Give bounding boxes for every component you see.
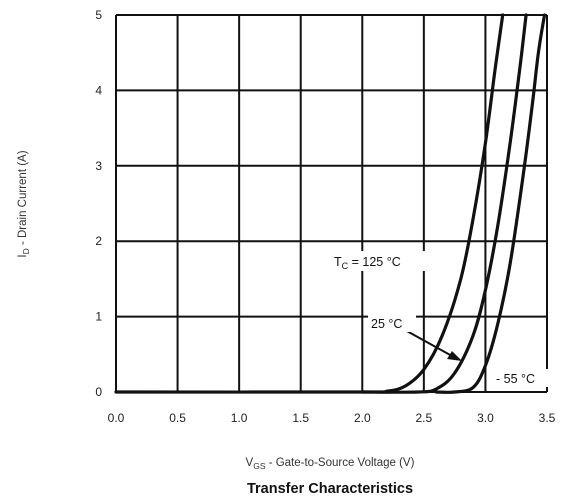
y-tick-label: 0 [95, 385, 102, 399]
series-layer [114, 13, 547, 394]
y-tick-label: 5 [95, 8, 102, 22]
series-line-25c [360, 13, 528, 394]
annotation-25c: 25 °C [371, 317, 402, 331]
x-tick-label: 1.0 [231, 411, 248, 425]
label-25c-bg [368, 314, 416, 332]
x-tick-label: 2.5 [416, 411, 433, 425]
x-tick-label: 3.0 [477, 411, 494, 425]
y-tick-label: 3 [95, 159, 102, 173]
chart-title: Transfer Characteristics [247, 481, 413, 497]
x-tick-label: 0.5 [169, 411, 186, 425]
x-tick-label: 0.0 [108, 411, 125, 425]
tc-label-bg [330, 251, 436, 271]
plot-grid [115, 14, 548, 393]
y-axis-label: ID - Drain Current (A) [17, 150, 31, 257]
series-line-minus-55c [434, 13, 547, 394]
x-tick-label: 2.0 [354, 411, 371, 425]
x-axis-label: VGS - Gate-to-Source Voltage (V) [246, 457, 415, 471]
annotation-tc-125: TC = 125 °C [334, 255, 401, 271]
label-m55c-bg [494, 369, 548, 387]
y-axis-ticks: 0 1 2 3 4 5 [95, 8, 102, 399]
x-tick-label: 1.5 [292, 411, 309, 425]
y-tick-label: 4 [95, 83, 102, 97]
x-axis-ticks: 0.0 0.5 1.0 1.5 2.0 2.5 3.0 3.5 [108, 411, 556, 425]
x-tick-label: 3.5 [539, 411, 556, 425]
annotation-arrow-25c [404, 329, 462, 361]
series-line-125c [114, 13, 505, 394]
y-tick-label: 1 [95, 310, 102, 324]
y-tick-label: 2 [95, 234, 102, 248]
annotation-minus-55c: - 55 °C [496, 372, 535, 386]
